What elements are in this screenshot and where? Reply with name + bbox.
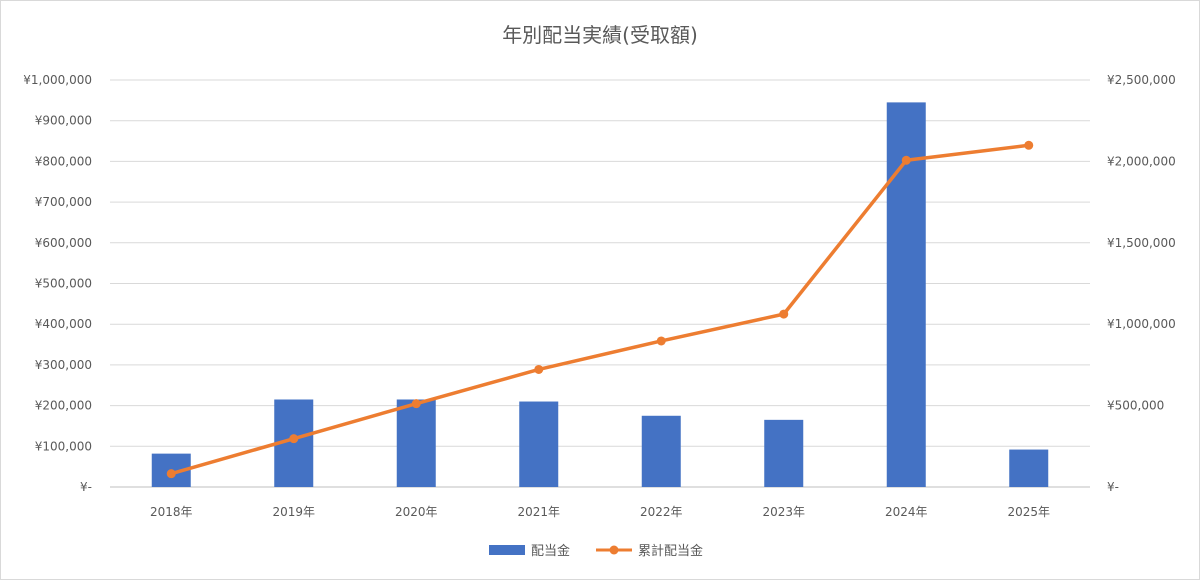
bar — [764, 419, 804, 487]
left-tick-label: ¥- — [80, 480, 92, 494]
x-tick-label: 2024年 — [885, 505, 928, 519]
left-tick-label: ¥300,000 — [35, 358, 92, 372]
x-tick-label: 2019年 — [272, 505, 315, 519]
left-tick-label: ¥800,000 — [35, 154, 92, 168]
x-tick-label: 2023年 — [762, 505, 805, 519]
legend-swatch-marker — [609, 545, 619, 555]
bar-series — [151, 102, 1049, 487]
gridlines — [110, 79, 1090, 488]
chart-title: 年別配当実績(受取額) — [502, 23, 698, 47]
line-point — [289, 434, 299, 444]
line-series — [166, 140, 1034, 479]
bar — [641, 415, 681, 487]
left-axis-ticks: ¥- ¥100,000 ¥200,000 ¥300,000 ¥400,000 ¥500,0… — [23, 73, 92, 494]
line-point — [411, 399, 421, 409]
line-point — [166, 469, 176, 479]
right-tick-label: ¥500,000 — [1107, 399, 1164, 413]
right-tick-label: ¥2,000,000 — [1107, 154, 1176, 168]
left-tick-label: ¥900,000 — [35, 114, 92, 128]
legend-swatch-bar — [489, 545, 525, 555]
line-point — [1024, 140, 1034, 150]
bar — [396, 399, 436, 487]
left-tick-label: ¥200,000 — [35, 399, 92, 413]
legend: 配当金 累計配当金 — [489, 543, 703, 559]
left-tick-label: ¥600,000 — [35, 236, 92, 250]
line-point — [656, 336, 666, 346]
right-tick-label: ¥2,500,000 — [1107, 73, 1176, 87]
left-tick-label: ¥400,000 — [35, 317, 92, 331]
right-tick-label: ¥- — [1107, 480, 1119, 494]
cumulative-line — [170, 143, 1029, 476]
x-tick-label: 2022年 — [640, 505, 683, 519]
left-tick-label: ¥100,000 — [35, 439, 92, 453]
legend-label-bar: 配当金 — [531, 543, 570, 559]
x-axis-ticks: 2018年 2019年 2020年 2021年 2022年 2023年 2024年 2025年 — [150, 505, 1050, 519]
bar — [1009, 449, 1049, 487]
bar — [519, 401, 559, 487]
x-tick-label: 2018年 — [150, 505, 193, 519]
bar — [886, 102, 926, 487]
left-tick-label: ¥1,000,000 — [23, 73, 92, 87]
left-tick-label: ¥700,000 — [35, 195, 92, 209]
right-axis-ticks: ¥- ¥500,000 ¥1,000,000 ¥1,500,000 ¥2,000,000… — [1107, 73, 1176, 494]
left-tick-label: ¥500,000 — [35, 277, 92, 291]
legend-label-line: 累計配当金 — [638, 543, 703, 559]
line-point — [901, 155, 911, 165]
x-tick-label: 2025年 — [1007, 505, 1050, 519]
right-tick-label: ¥1,500,000 — [1107, 236, 1176, 250]
line-point — [534, 364, 544, 374]
right-tick-label: ¥1,000,000 — [1107, 317, 1176, 331]
x-tick-label: 2020年 — [395, 505, 438, 519]
line-point — [779, 309, 789, 319]
x-tick-label: 2021年 — [517, 505, 560, 519]
